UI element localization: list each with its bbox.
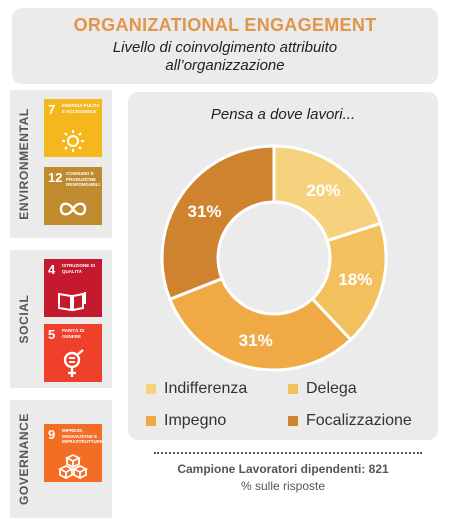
sdg-7-tile: 7 ENERGIA PULITA E ACCESSIBILE — [44, 99, 102, 157]
chart-title: Pensa a dove lavori... — [210, 106, 356, 123]
sdg-9-tile: 9 IMPRESE, INNOVAZIONE E INFRASTRUTTURE — [44, 424, 103, 482]
slice-label-focalizzazione: 31% — [188, 202, 222, 221]
legend-swatch — [146, 416, 156, 426]
cubes-icon — [58, 453, 88, 479]
legend-label: Delega — [306, 380, 357, 397]
category-label-governance: GOVERNANCE — [17, 412, 31, 506]
sdg-4-tile: 4 ISTRUZIONE DI QUALITÀ — [44, 259, 102, 317]
subtitle-line-2: all’organizzazione — [165, 57, 285, 74]
legend-item-delega: Delega — [288, 380, 357, 398]
sdg-number: 5 — [48, 327, 56, 342]
legend-swatch — [288, 416, 298, 426]
sdg-text: ENERGIA PULITA E ACCESSIBILE — [62, 103, 100, 114]
donut-slice-focalizzazione — [160, 144, 276, 302]
category-governance: GOVERNANCE 9 IMPRESE, INNOVAZIONE E INFR… — [10, 400, 112, 518]
gender-equality-icon — [63, 349, 84, 377]
sdg-5-tile: 5 PARITÀ DI GENERE — [44, 324, 102, 382]
sdg-text: IMPRESE, INNOVAZIONE E INFRASTRUTTURE — [62, 428, 103, 444]
legend-item-indifferenza: Indifferenza — [146, 380, 247, 398]
header-panel: ORGANIZATIONAL ENGAGEMENT Livello di coi… — [12, 8, 438, 84]
slice-label-delega: 18% — [338, 270, 372, 289]
slice-label-indifferenza: 20% — [306, 181, 340, 200]
page-title: ORGANIZATIONAL ENGAGEMENT — [73, 15, 377, 35]
book-icon — [58, 292, 86, 312]
category-environmental: ENVIRONMENTAL 7 ENERGIA PULITA E ACCESSI… — [10, 90, 112, 238]
sdg-number: 9 — [48, 427, 56, 442]
legend-swatch — [288, 384, 298, 394]
legend-label: Focalizzazione — [306, 412, 412, 429]
page-subtitle: Livello di coinvolgimento attribuito all… — [12, 39, 438, 75]
category-social: SOCIAL 4 ISTRUZIONE DI QUALITÀ 5 PARITÀ … — [10, 250, 112, 388]
sdg-text: ISTRUZIONE DI QUALITÀ — [62, 263, 96, 274]
note-text: % sulle risposte — [240, 479, 326, 493]
sdg-number: 12 — [48, 170, 63, 185]
sun-icon — [62, 130, 84, 152]
sdg-12-tile: 12 CONSUMO E PRODUZIONE RESPONSABILI — [44, 167, 102, 225]
sdg-text: CONSUMO E PRODUZIONE RESPONSABILI — [66, 171, 100, 187]
infinity-loop-icon — [59, 202, 87, 216]
slice-label-impegno: 31% — [239, 331, 273, 350]
category-label-social: SOCIAL — [17, 294, 31, 344]
sdg-number: 4 — [48, 262, 56, 277]
legend-swatch — [146, 384, 156, 394]
legend-label: Impegno — [164, 412, 227, 429]
footer-divider — [154, 452, 422, 454]
legend-item-focalizzazione: Focalizzazione — [288, 412, 412, 430]
legend-item-impegno: Impegno — [146, 412, 226, 430]
donut-slice-impegno — [167, 276, 353, 372]
subtitle-line-1: Livello di coinvolgimento attribuito — [112, 39, 338, 56]
sample-size-text: Campione Lavoratori dipendenti: 821 — [177, 462, 389, 476]
category-label-environmental: ENVIRONMENTAL — [17, 108, 31, 220]
donut-chart: 20% 18% 31% 31% — [160, 144, 388, 372]
sdg-number: 7 — [48, 102, 56, 117]
legend-label: Indifferenza — [164, 380, 248, 397]
chart-panel: Pensa a dove lavori... 20% 18% 31% 31% Indi… — [128, 92, 438, 440]
sdg-text: PARITÀ DI GENERE — [62, 328, 85, 339]
